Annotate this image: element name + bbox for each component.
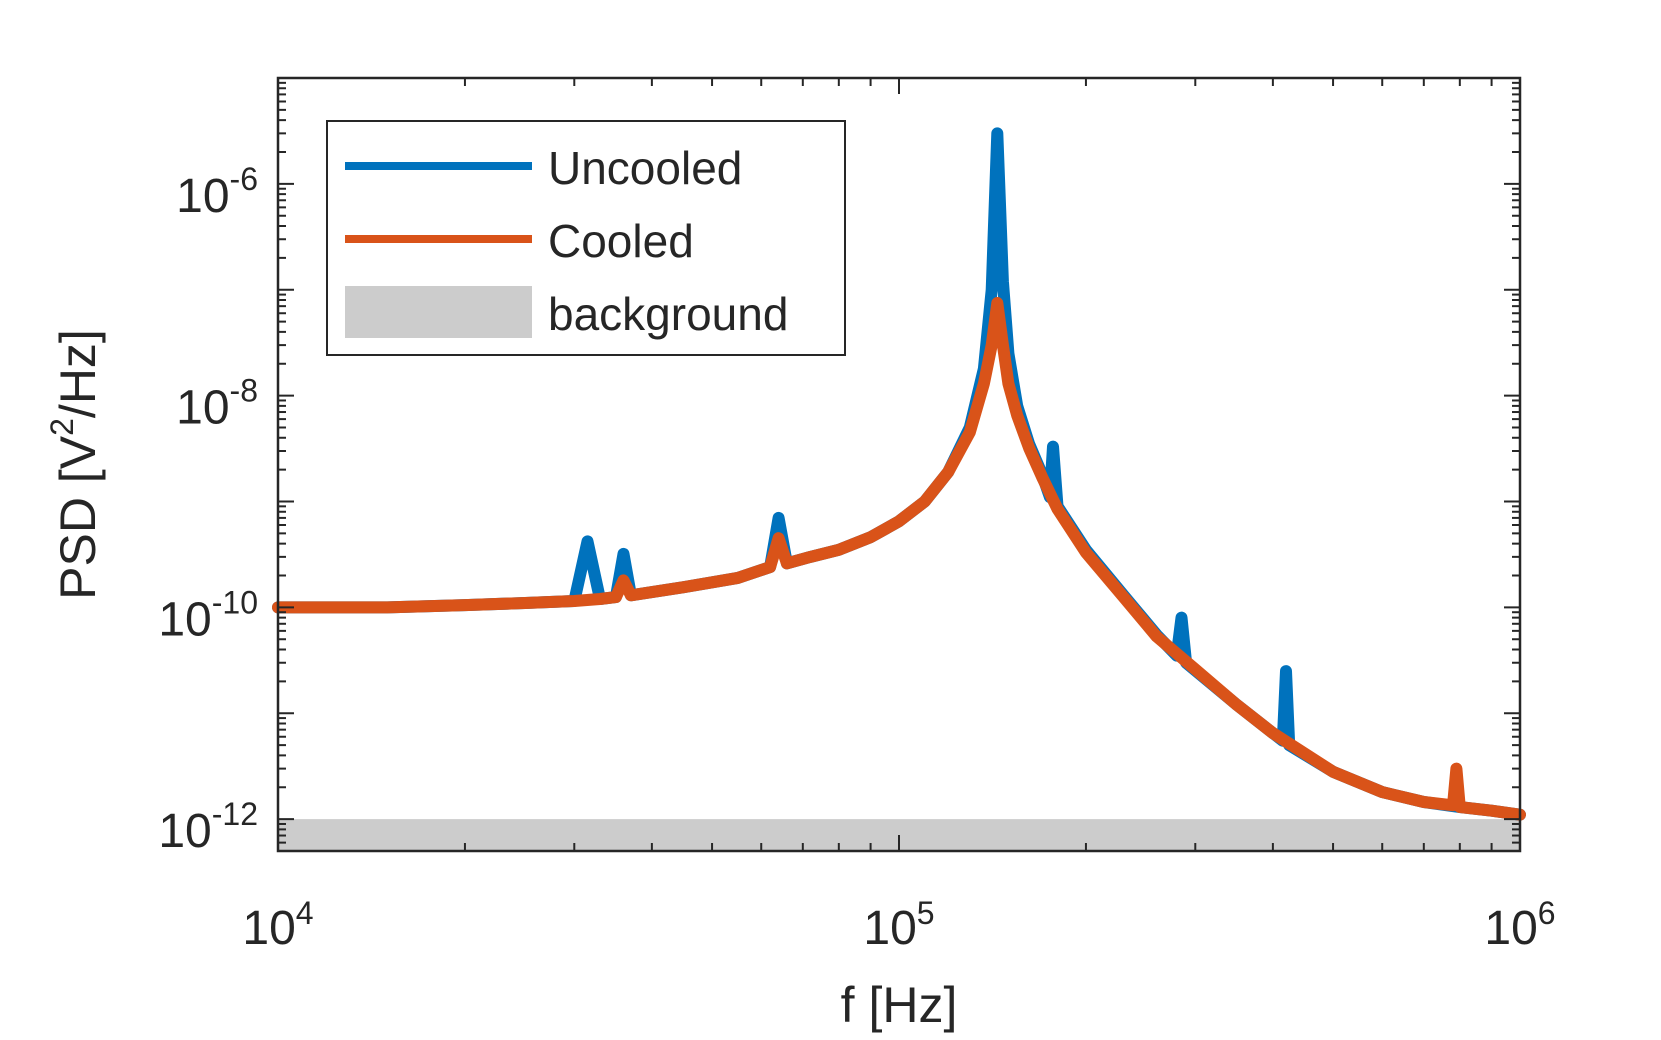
- x-tick-base: 10: [1484, 902, 1537, 955]
- y-tick-label: 10-10: [158, 584, 258, 646]
- y-tick-base: 10: [176, 170, 229, 223]
- y-axis-label-superscript: 2: [44, 418, 80, 436]
- x-tick-exponent: 6: [1538, 895, 1556, 931]
- x-tick-exponent: 5: [917, 895, 935, 931]
- series-line-cooled: [272, 297, 1526, 821]
- y-tick-label: 10-12: [158, 796, 258, 858]
- y-axis-label-suffix: /Hz]: [50, 329, 106, 418]
- legend-swatch-background: [345, 286, 532, 338]
- x-tick-base: 10: [863, 902, 916, 955]
- legend-label-background: background: [548, 288, 788, 340]
- y-tick-base: 10: [158, 805, 211, 858]
- series-layer: [272, 127, 1526, 821]
- legend-label-cooled: Cooled: [548, 215, 694, 267]
- legend: Uncooled Cooled background: [326, 120, 846, 356]
- y-axis-label-prefix: PSD [V: [50, 435, 106, 600]
- y-tick-base: 10: [158, 593, 211, 646]
- x-tick-label: 105: [863, 895, 934, 955]
- y-tick-exponent: -8: [230, 373, 258, 409]
- x-tick-label: 104: [242, 895, 313, 955]
- y-axis-label: PSD [V2/Hz]: [44, 329, 106, 600]
- y-tick-exponent: -10: [212, 584, 258, 620]
- y-tick-label: 10-6: [176, 161, 258, 223]
- x-axis-label: f [Hz]: [841, 977, 958, 1033]
- y-tick-label: 10-8: [176, 373, 258, 435]
- x-tick-base: 10: [242, 902, 295, 955]
- legend-label-uncooled: Uncooled: [548, 142, 742, 194]
- y-tick-base: 10: [176, 382, 229, 435]
- x-tick-label: 106: [1484, 895, 1555, 955]
- y-tick-exponent: -6: [230, 161, 258, 197]
- y-tick-exponent: -12: [212, 796, 258, 832]
- x-tick-labels: 104 105 106: [242, 895, 1555, 955]
- axes-box: [276, 76, 1522, 853]
- x-tick-exponent: 4: [296, 895, 314, 931]
